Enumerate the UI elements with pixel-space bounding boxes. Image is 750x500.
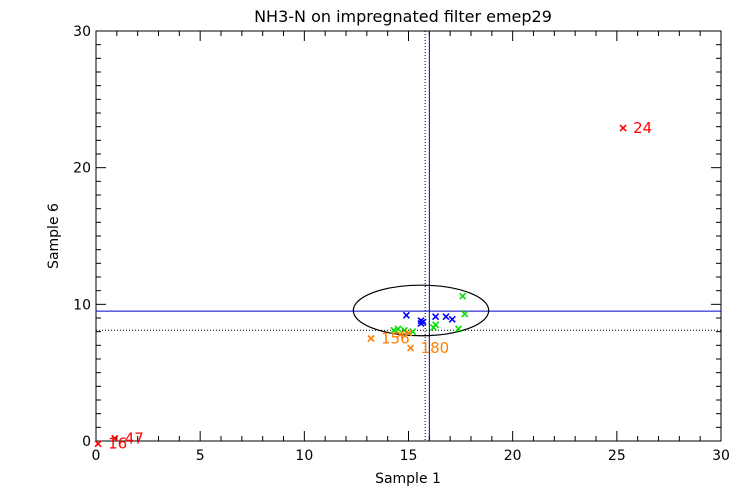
data-point: [367, 334, 375, 343]
x-tick-label: 25: [608, 448, 626, 464]
data-point: [409, 328, 417, 336]
data-point: [394, 325, 402, 333]
data-point-stroke: [461, 310, 469, 318]
chart-title: NH3-N on impregnated filter emep29: [254, 7, 552, 26]
data-point-stroke: [402, 311, 410, 319]
x-tick-label: 15: [400, 448, 418, 464]
data-point: [442, 313, 450, 321]
data-point: [94, 440, 102, 448]
data-point: [619, 124, 627, 132]
data-point: [407, 344, 415, 352]
data-point: [402, 311, 410, 319]
data-point: [390, 326, 398, 334]
data-point: [404, 329, 413, 337]
x-tick-label: 5: [196, 448, 205, 464]
point-label: 24: [633, 119, 652, 137]
x-axis-title: Sample 1: [375, 471, 441, 487]
data-point-stroke: [367, 334, 375, 343]
data-point-stroke: [94, 440, 102, 448]
data-point-stroke: [429, 324, 438, 332]
y-axis-title: Sample 6: [46, 203, 62, 269]
data-point: [448, 315, 456, 323]
point-label: 156: [381, 330, 410, 348]
data-point-stroke: [407, 344, 415, 352]
data-point: [454, 325, 463, 333]
data-point-stroke: [454, 325, 463, 333]
data-point-stroke: [432, 313, 440, 321]
data-point: [429, 324, 438, 332]
data-point: [461, 310, 469, 318]
data-point-stroke: [111, 434, 119, 442]
point-label: 180: [421, 339, 450, 357]
x-tick-label: 0: [92, 448, 101, 464]
data-point-stroke: [390, 326, 398, 334]
data-point: [419, 318, 427, 326]
data-point-stroke: [409, 328, 417, 336]
data-point: [111, 434, 119, 442]
plot-frame: [95, 30, 722, 442]
confidence-ellipse: [352, 284, 490, 337]
x-tick-label: 20: [504, 448, 522, 464]
y-tick-label: 0: [82, 434, 91, 450]
y-tick-label: 30: [73, 24, 91, 40]
data-point-stroke: [448, 315, 456, 323]
data-point-stroke: [459, 292, 467, 300]
y-tick-label: 20: [73, 161, 91, 177]
y-tick-label: 10: [73, 297, 91, 313]
point-label: 16: [108, 435, 127, 453]
axes: [95, 30, 722, 442]
data-point-stroke: [404, 329, 413, 337]
data-point-stroke: [442, 313, 450, 321]
data-point: [432, 313, 440, 321]
point-label: 47: [125, 429, 144, 447]
x-tick-label: 10: [295, 448, 313, 464]
data-point-stroke: [394, 325, 402, 333]
data-point: [459, 292, 467, 300]
data-point-stroke: [396, 330, 404, 338]
x-tick-label: 30: [712, 448, 730, 464]
data-point-stroke: [419, 318, 427, 326]
data-point: [396, 330, 404, 338]
data-point-stroke: [619, 124, 627, 132]
